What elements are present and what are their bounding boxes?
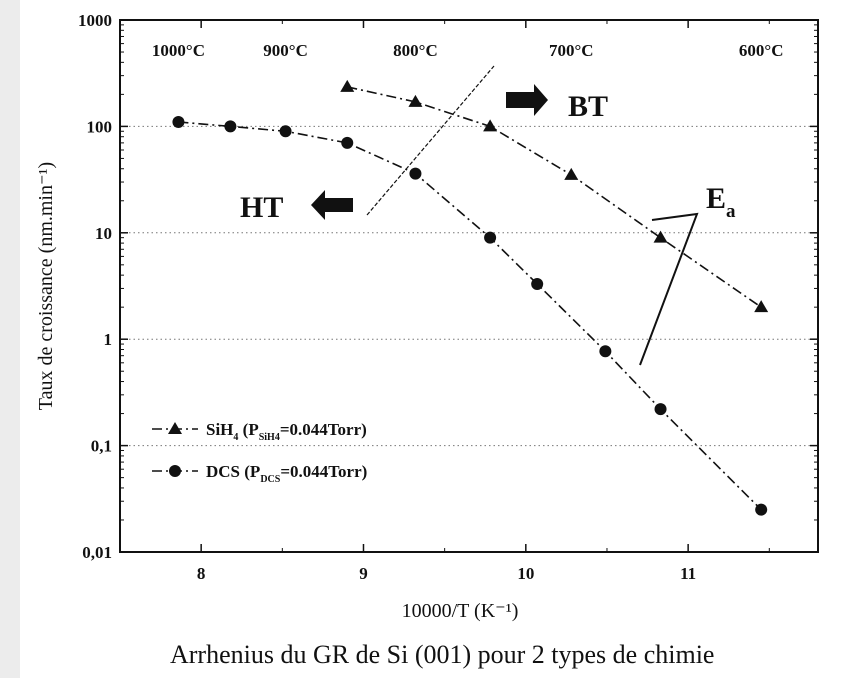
temperature-label: 600°C [739,41,784,60]
plot-frame [119,19,819,553]
data-point-triangle [653,230,668,243]
legend-entry: DCS (PDCS=0.044Torr) [152,462,367,485]
data-point-circle [755,503,768,516]
legend-label: DCS (PDCS=0.044Torr) [206,462,367,485]
y-tick-label: 1 [104,330,113,349]
series-line [347,86,762,308]
legend-marker-triangle [168,422,182,434]
data-point-triangle [483,119,498,132]
data-point-triangle [754,300,769,313]
bt-arrow [506,84,548,116]
data-point-circle [599,345,612,358]
grid-layer [120,125,818,447]
series-layer [172,79,769,516]
y-tick-label: 1000 [78,11,112,30]
series-line [178,121,762,511]
temperature-label: 1000°C [152,41,205,60]
series-sih4 [340,79,769,313]
temperature-labels: 1000°C 900°C 800°C 700°C 600°C [152,41,784,60]
figure-caption: Arrhenius du GR de Si (001) pour 2 types… [170,640,715,669]
legend: SiH4 (PSiH4=0.044Torr) DCS (PDCS=0.044Tor… [152,420,367,485]
x-tick-label: 11 [680,564,696,583]
y-axis-title: Taux de croissance (nm.min⁻¹) [35,162,57,410]
temperature-label: 700°C [549,41,594,60]
figure-panel: 0,01 0,1 1 10 100 1000 8 9 10 11 1000°C 900°C 800°C… [20,0,845,678]
x-axis-title: 10000/T (K⁻¹) [402,600,519,622]
data-point-circle [654,403,667,416]
data-point-circle [484,231,497,244]
data-point-triangle [564,167,579,180]
ht-arrow [311,190,353,220]
y-tick-label: 0,1 [91,437,112,456]
boundary-divider [366,65,495,216]
temperature-label: 800°C [393,41,438,60]
legend-marker-circle [169,465,181,477]
legend-entry: SiH4 (PSiH4=0.044Torr) [152,420,367,443]
data-point-triangle [340,79,355,92]
data-point-circle [341,136,354,149]
y-tick-label: 0,01 [82,543,112,562]
bt-label: BT [568,90,608,123]
annotations-layer: BT HT Ea [240,65,736,366]
data-point-circle [531,278,544,291]
ticks-layer: 0,01 0,1 1 10 100 1000 8 9 10 11 [78,11,818,583]
data-point-circle [172,115,185,128]
legend-label: SiH4 (PSiH4=0.044Torr) [206,420,367,443]
y-tick-label: 10 [95,224,112,243]
ht-label: HT [240,191,283,224]
data-point-circle [279,125,292,138]
data-point-triangle [408,94,423,107]
data-point-circle [224,120,237,133]
x-tick-label: 8 [197,564,206,583]
x-tick-label: 9 [359,564,368,583]
data-point-circle [409,167,422,180]
ea-pointer [639,212,699,366]
axis-titles: 10000/T (K⁻¹) Taux de croissance (nm.min⁻… [35,162,518,622]
ea-label: Ea [706,182,736,222]
x-tick-label: 10 [517,564,534,583]
y-tick-label: 100 [87,117,113,136]
series-dcs [172,115,768,516]
arrhenius-chart: 0,01 0,1 1 10 100 1000 8 9 10 11 1000°C 900°C 800°C… [35,11,819,622]
temperature-label: 900°C [263,41,308,60]
